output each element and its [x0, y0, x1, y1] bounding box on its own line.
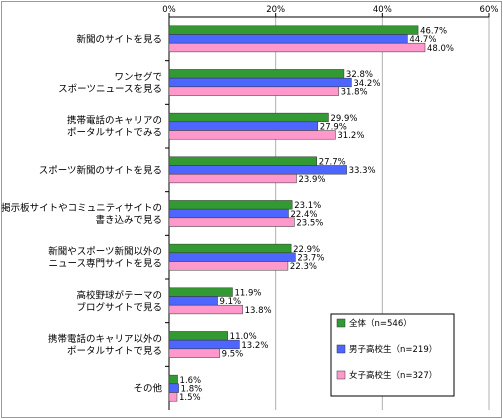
bar — [168, 383, 179, 393]
legend — [330, 313, 455, 397]
bar — [168, 296, 218, 306]
x-tick-label: 60% — [480, 5, 499, 15]
category-label: 新聞やスポーツ新聞以外のニュース専門サイトを見る — [48, 246, 162, 270]
category-label: 新聞のサイトを見る — [76, 33, 162, 45]
bar — [168, 304, 243, 315]
bar — [168, 339, 240, 350]
data-label: 9.1% — [220, 297, 242, 307]
bar — [168, 69, 345, 79]
data-label: 48.0% — [427, 44, 454, 54]
bar — [168, 25, 419, 35]
bar — [168, 374, 178, 385]
x-tick-label: 40% — [373, 5, 392, 15]
legend-swatch — [336, 318, 346, 328]
bar — [168, 392, 178, 402]
legend-label: 全体（n=546） — [349, 318, 412, 329]
data-label: 1.8% — [181, 385, 203, 395]
data-label: 11.9% — [234, 288, 261, 298]
data-label: 9.5% — [222, 350, 244, 360]
data-label: 34.2% — [353, 79, 380, 89]
bar — [168, 208, 289, 219]
bar — [168, 287, 233, 297]
data-label: 11.0% — [230, 332, 257, 342]
bar — [168, 261, 289, 271]
data-label: 1.6% — [180, 376, 202, 386]
data-label: 29.9% — [330, 114, 357, 124]
bar — [168, 86, 339, 96]
bar — [168, 331, 228, 341]
bar — [168, 217, 295, 227]
category-label: 掲示板サイトやコミュニティサイトの書き込みで見る — [1, 202, 162, 226]
data-label: 31.8% — [341, 88, 368, 98]
x-tick-label: 20% — [266, 5, 285, 15]
bar — [168, 121, 319, 131]
data-label: 13.8% — [245, 306, 272, 316]
data-label: 22.9% — [293, 245, 320, 255]
data-label: 23.9% — [298, 175, 325, 185]
bar — [168, 130, 336, 140]
bar — [168, 243, 292, 254]
data-label: 22.4% — [290, 210, 317, 220]
bar — [168, 173, 297, 184]
category-label: 携帯電話のキャリア以外のポータルサイトで見る — [48, 333, 162, 357]
data-label: 1.5% — [179, 393, 201, 403]
data-label: 44.7% — [409, 35, 436, 45]
category-label: ワンセグでスポーツニュースを見る — [58, 71, 162, 95]
data-label: 22.3% — [290, 262, 317, 272]
data-label: 23.1% — [294, 201, 321, 211]
legend-swatch — [336, 370, 346, 380]
x-tick-label: 0% — [162, 5, 176, 15]
category-label: 高校野球がテーマのブログサイトで見る — [76, 289, 162, 313]
data-label: 33.3% — [349, 166, 376, 176]
legend-label: 女子高校生（n=327） — [349, 370, 437, 381]
bar — [168, 77, 352, 88]
data-label: 46.7% — [420, 26, 447, 36]
category-label: その他 — [133, 383, 162, 395]
bar — [168, 112, 329, 123]
category-label: スポーツ新聞のサイトを見る — [39, 164, 162, 176]
data-label: 23.7% — [297, 254, 324, 264]
data-label: 27.9% — [320, 123, 347, 133]
bar — [168, 200, 293, 210]
data-label: 13.2% — [241, 341, 268, 351]
data-label: 32.8% — [346, 70, 373, 80]
bar — [168, 348, 220, 358]
bar — [168, 165, 347, 175]
data-label: 31.2% — [337, 131, 364, 141]
category-label: 携帯電話のキャリアのポータルサイトでみる — [67, 115, 162, 139]
bar — [168, 156, 317, 166]
bar — [168, 34, 408, 44]
legend-swatch — [336, 344, 346, 354]
bar — [168, 252, 296, 262]
legend-label: 男子高校生（n=219） — [349, 344, 437, 355]
bar — [168, 42, 426, 53]
data-label: 27.7% — [319, 157, 346, 167]
data-label: 23.5% — [296, 219, 323, 229]
